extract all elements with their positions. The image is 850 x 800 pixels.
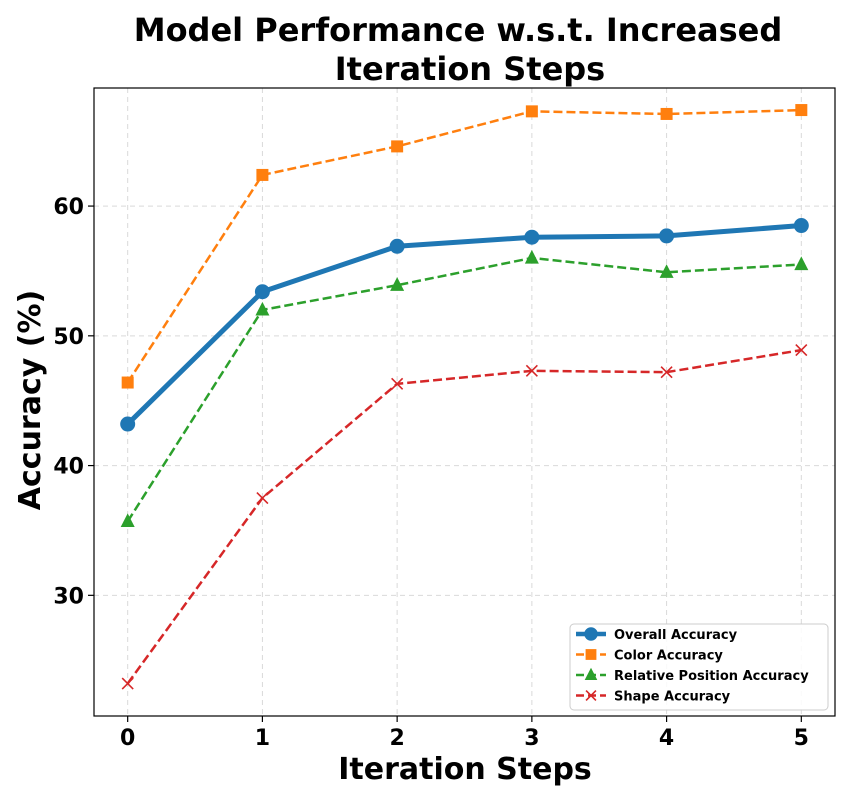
data-point-color-accuracy <box>121 376 134 389</box>
series-layer <box>120 104 809 690</box>
x-marker-stroke <box>525 364 538 377</box>
data-point-shape-accuracy <box>391 377 404 390</box>
y-tick-label: 40 <box>53 455 84 480</box>
legend-label: Color Accuracy <box>614 649 723 664</box>
legend-swatch-marker <box>585 689 597 702</box>
x-tick-label: 2 <box>389 726 404 751</box>
data-point-overall-accuracy <box>389 238 405 254</box>
data-point-relative-position-accuracy <box>794 256 809 271</box>
legend-item-color-accuracy: Color Accuracy <box>576 649 723 664</box>
series-line-color-accuracy <box>126 108 802 384</box>
data-point-color-accuracy <box>391 140 404 153</box>
series-relative-position-accuracy <box>120 249 809 527</box>
legend-swatch-marker <box>584 667 598 681</box>
legend-item-overall-accuracy: Overall Accuracy <box>576 627 738 643</box>
legend-label: Overall Accuracy <box>614 628 738 643</box>
legend-item-shape-accuracy: Shape Accuracy <box>576 690 731 705</box>
data-point-shape-accuracy <box>256 491 269 505</box>
data-point-relative-position-accuracy <box>120 513 135 527</box>
data-point-shape-accuracy <box>525 364 538 377</box>
y-axis-label: Accuracy (%) <box>13 290 48 510</box>
legend-label: Shape Accuracy <box>614 690 731 705</box>
x-marker-stroke <box>256 491 269 505</box>
data-point-color-accuracy <box>256 168 269 181</box>
plot-frame <box>93 87 836 717</box>
x-tick-label: 1 <box>255 726 270 751</box>
x-marker-stroke <box>795 344 808 357</box>
x-tick-label: 4 <box>659 726 674 751</box>
data-point-relative-position-accuracy <box>255 301 270 316</box>
chart-title-line-1: Model Performance w.s.t. Increased <box>134 11 783 49</box>
data-point-shape-accuracy <box>660 366 673 379</box>
series-color-accuracy <box>121 104 808 389</box>
x-axis-label: Iteration Steps <box>338 752 592 787</box>
series-line-relative-position-accuracy <box>126 256 802 523</box>
data-point-overall-accuracy <box>120 416 136 432</box>
grid-lines <box>94 88 835 716</box>
y-tick-label: 30 <box>53 584 84 609</box>
data-point-relative-position-accuracy <box>659 264 674 278</box>
legend-swatch-marker <box>585 649 597 660</box>
axis-ticks: 0 1 2 3 4 5 30 40 50 60 <box>53 195 809 751</box>
data-point-overall-accuracy <box>659 228 675 244</box>
legend-label: Relative Position Accuracy <box>614 669 809 684</box>
data-point-color-accuracy <box>795 104 808 117</box>
data-point-relative-position-accuracy <box>390 277 405 291</box>
legend: Overall Accuracy Color Accuracy Relative P… <box>569 623 829 711</box>
x-marker-stroke <box>660 366 673 379</box>
x-tick-label: 5 <box>794 726 809 751</box>
data-point-relative-position-accuracy <box>524 249 539 264</box>
x-tick-label: 0 <box>120 726 135 751</box>
data-point-shape-accuracy <box>121 677 134 690</box>
series-overall-accuracy <box>120 218 809 432</box>
data-point-color-accuracy <box>525 105 538 118</box>
x-tick-label: 3 <box>524 726 539 751</box>
legend-swatch-marker <box>584 627 598 641</box>
series-line-overall-accuracy <box>125 223 804 427</box>
data-point-overall-accuracy <box>254 284 270 300</box>
data-point-color-accuracy <box>660 107 673 120</box>
x-marker-stroke <box>391 377 404 390</box>
legend-box <box>569 623 829 711</box>
series-line-shape-accuracy <box>126 348 802 685</box>
data-point-shape-accuracy <box>795 344 808 357</box>
x-marker-stroke <box>121 677 134 690</box>
y-tick-label: 50 <box>53 325 84 350</box>
y-tick-label: 60 <box>53 195 84 220</box>
chart-title-line-2: Iteration Steps <box>335 50 605 88</box>
data-point-overall-accuracy <box>524 229 540 245</box>
x-marker-stroke <box>585 689 597 702</box>
legend-item-relative-position-accuracy: Relative Position Accuracy <box>576 667 809 684</box>
series-shape-accuracy <box>121 344 808 690</box>
data-point-overall-accuracy <box>793 218 809 234</box>
